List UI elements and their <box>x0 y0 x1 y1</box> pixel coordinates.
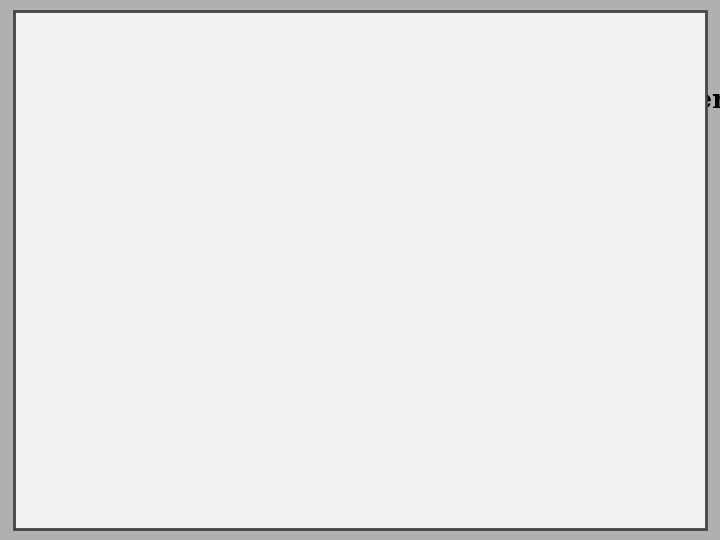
Text: #17  Midterm Review  Winter 2001  1-22-2002: #17 Midterm Review Winter 2001 1-22-2002 <box>264 467 474 476</box>
Text: while negatives have 1 as their MSB.: while negatives have 1 as their MSB. <box>143 208 483 226</box>
Text: •: • <box>121 237 132 255</box>
Text: EECC341 - Shaaban: EECC341 - Shaaban <box>454 441 639 458</box>
FancyBboxPatch shape <box>230 273 495 327</box>
Text: to the 2’s complement of: to the 2’s complement of <box>356 382 589 400</box>
Text: Positive numbers have: Positive numbers have <box>143 187 361 205</box>
Text: to: to <box>369 291 387 309</box>
Text: There is one unique: There is one unique <box>143 159 337 177</box>
Text: - 1: - 1 <box>432 291 455 309</box>
Text: original number.: original number. <box>143 354 295 372</box>
Text: 0.: 0. <box>301 159 320 177</box>
Text: 0: 0 <box>322 187 334 205</box>
Text: -2: -2 <box>307 291 325 309</box>
Text: the number.: the number. <box>143 402 253 421</box>
Text: from: from <box>255 291 298 309</box>
Text: 0.: 0. <box>463 131 482 150</box>
Text: The range for an: The range for an <box>143 237 302 255</box>
Text: The complement of the complement of a number is the: The complement of the complement of a nu… <box>143 333 646 351</box>
Text: Properties of Two's Complement Numbers: Properties of Two's Complement Numbers <box>118 87 720 113</box>
Text: binary number in 2’s: binary number in 2’s <box>307 237 503 255</box>
Text: n-bit: n-bit <box>267 237 316 255</box>
Text: X  plus the complement of  X equals: X plus the complement of X equals <box>143 131 484 150</box>
Text: •: • <box>121 187 132 205</box>
Text: addition: addition <box>289 382 374 400</box>
Text: 2: 2 <box>392 291 402 309</box>
FancyBboxPatch shape <box>456 433 639 467</box>
Text: as their leading bit (MSB);: as their leading bit (MSB); <box>337 187 593 205</box>
Text: •: • <box>121 131 132 150</box>
Text: •: • <box>121 333 132 351</box>
Text: •: • <box>121 382 132 400</box>
Text: complement representation  is:: complement representation is: <box>143 258 429 276</box>
Text: (n-1): (n-1) <box>328 283 355 293</box>
Text: (n-1): (n-1) <box>401 283 428 293</box>
Text: Subtraction is done by: Subtraction is done by <box>143 382 355 400</box>
Text: •: • <box>121 159 132 177</box>
